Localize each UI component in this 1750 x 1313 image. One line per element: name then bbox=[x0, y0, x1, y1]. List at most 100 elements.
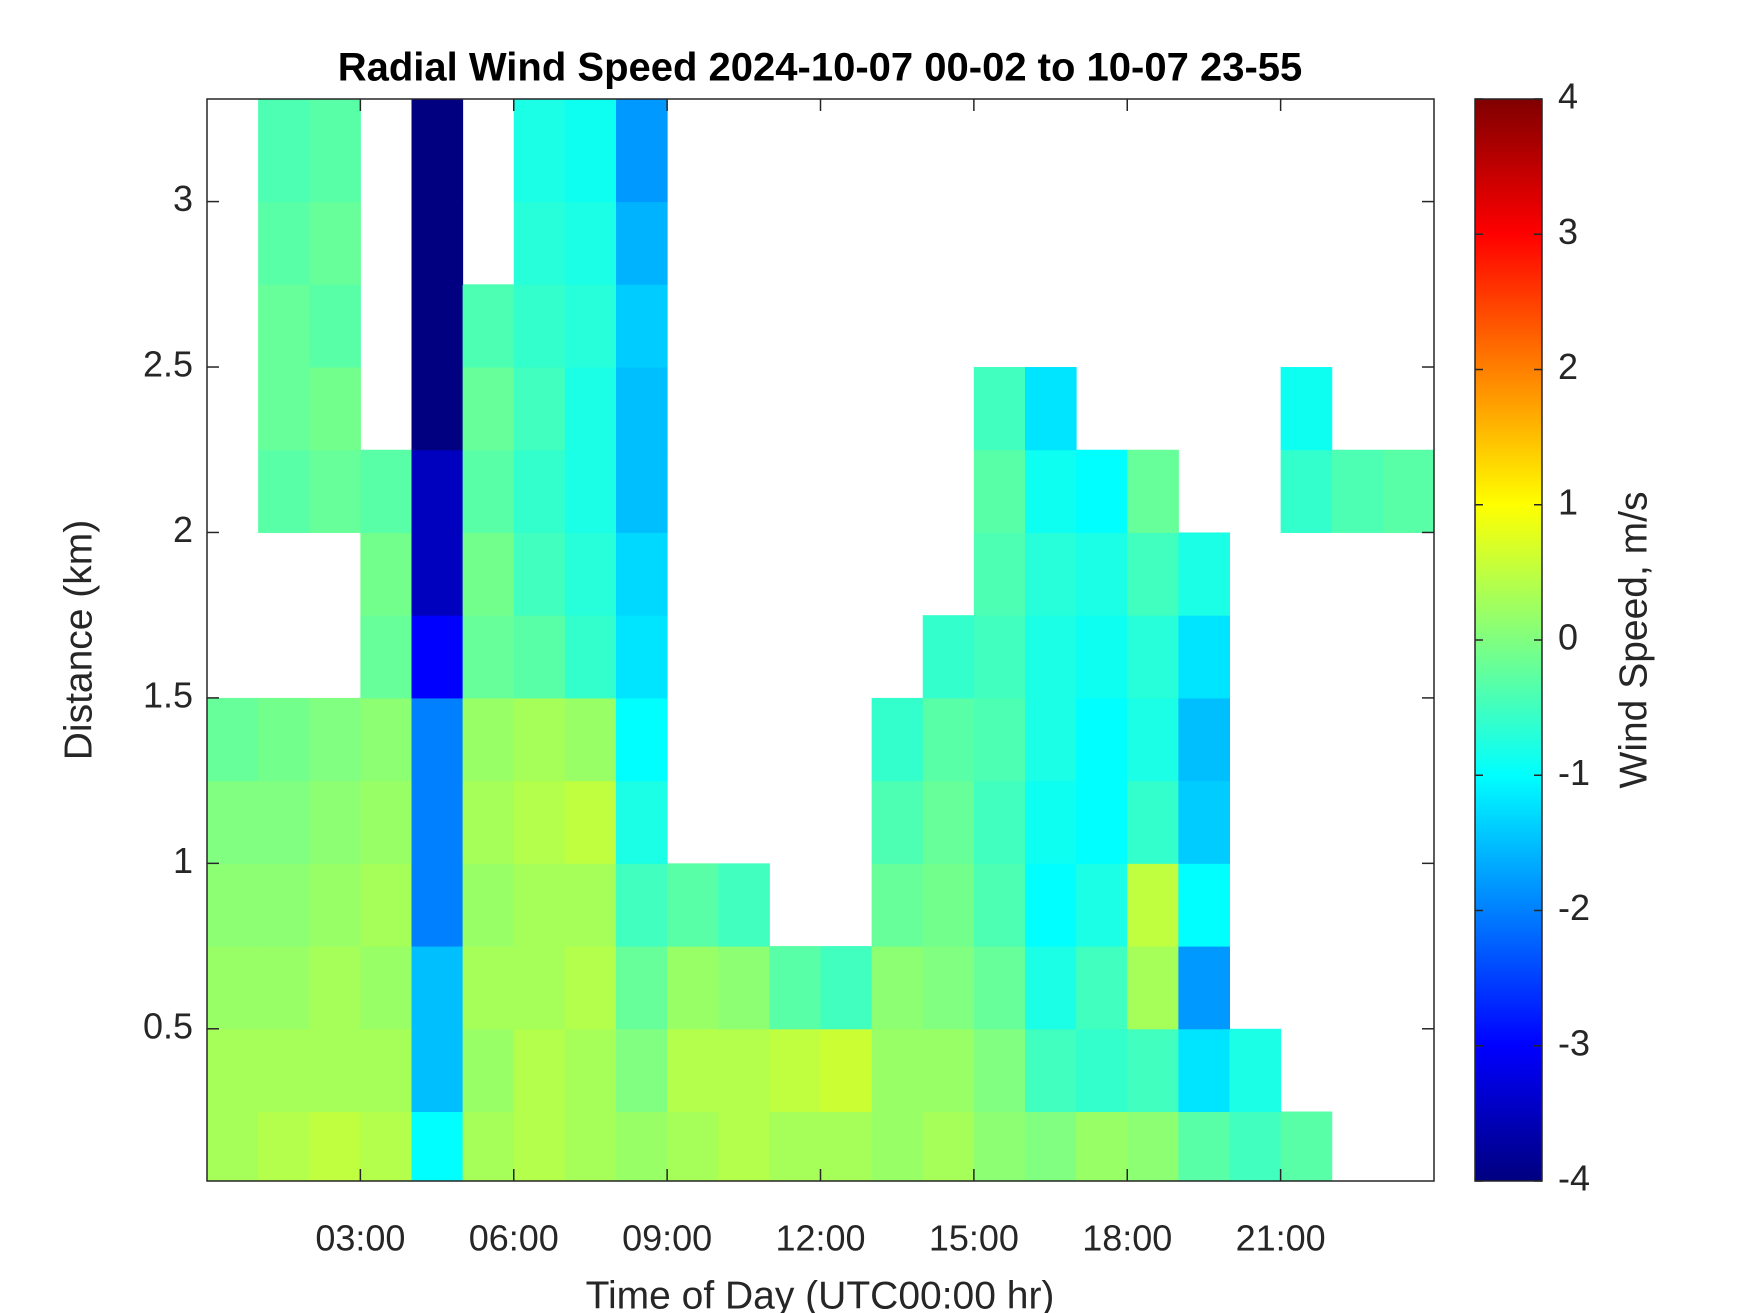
heatmap-cell bbox=[820, 946, 873, 1030]
heatmap-cell bbox=[922, 1028, 975, 1113]
heatmap-cell bbox=[718, 863, 770, 947]
heatmap-cell bbox=[1127, 1111, 1179, 1182]
heatmap-cell bbox=[360, 697, 412, 782]
heatmap-cell bbox=[973, 697, 1026, 782]
heatmap-cell bbox=[616, 449, 668, 533]
heatmap-cell bbox=[1280, 1111, 1333, 1182]
heatmap-cell bbox=[718, 946, 770, 1030]
heatmap-cell bbox=[1025, 1111, 1077, 1182]
heatmap-cell bbox=[564, 99, 617, 203]
heatmap-cell bbox=[360, 780, 412, 864]
heatmap-cell bbox=[564, 1111, 617, 1182]
y-tick-label: 2.5 bbox=[143, 344, 193, 385]
heatmap-cell bbox=[973, 1111, 1026, 1182]
heatmap-cell bbox=[258, 946, 310, 1030]
heatmap-cell bbox=[1127, 863, 1179, 947]
heatmap-cell bbox=[973, 449, 1026, 533]
heatmap-cell bbox=[1076, 780, 1128, 864]
heatmap-cell bbox=[1076, 615, 1128, 699]
y-tick-label: 1 bbox=[173, 840, 193, 881]
heatmap-cell bbox=[1178, 532, 1230, 616]
heatmap-cell bbox=[258, 1111, 310, 1182]
heatmap-cell bbox=[462, 1028, 515, 1113]
heatmap-cell bbox=[411, 284, 464, 368]
heatmap-cell bbox=[1076, 946, 1128, 1030]
heatmap-cell bbox=[1127, 615, 1179, 699]
heatmap-cell bbox=[564, 946, 617, 1030]
colorbar-tick-label: -1 bbox=[1558, 752, 1590, 793]
heatmap-cell bbox=[513, 1028, 566, 1113]
colorbar-tick-label: 0 bbox=[1558, 617, 1578, 658]
heatmap-cell bbox=[207, 697, 259, 782]
heatmap-cell bbox=[616, 532, 668, 616]
heatmap-cell bbox=[1331, 449, 1384, 533]
heatmap-cell bbox=[973, 367, 1026, 451]
heatmap-cell bbox=[360, 532, 412, 616]
heatmap-cell bbox=[973, 1028, 1026, 1113]
heatmap-cell bbox=[258, 863, 310, 947]
heatmap-cell bbox=[411, 1111, 464, 1182]
heatmap-cell bbox=[1280, 449, 1333, 533]
heatmap-cell bbox=[1076, 449, 1128, 533]
heatmap-cells bbox=[207, 99, 1435, 1182]
heatmap-cell bbox=[564, 863, 617, 947]
heatmap-cell bbox=[411, 697, 464, 782]
heatmap-cell bbox=[462, 946, 515, 1030]
heatmap-cell bbox=[462, 367, 515, 451]
heatmap-cell bbox=[258, 99, 310, 203]
x-tick-label: 21:00 bbox=[1236, 1218, 1326, 1259]
y-tick-label: 0.5 bbox=[143, 1005, 193, 1046]
heatmap-cell bbox=[1178, 863, 1230, 947]
heatmap-cell bbox=[616, 615, 668, 699]
heatmap-cell bbox=[922, 780, 975, 864]
heatmap-cell bbox=[309, 863, 361, 947]
heatmap-cell bbox=[616, 99, 668, 203]
heatmap-cell bbox=[462, 1111, 515, 1182]
heatmap-cell bbox=[513, 697, 566, 782]
heatmap-cell bbox=[462, 284, 515, 368]
heatmap-cell bbox=[564, 449, 617, 533]
heatmap-cell bbox=[462, 697, 515, 782]
heatmap-cell bbox=[258, 284, 310, 368]
heatmap-cell bbox=[616, 946, 668, 1030]
heatmap-cell bbox=[667, 863, 719, 947]
heatmap-cell bbox=[564, 1028, 617, 1113]
heatmap-cell bbox=[1076, 1028, 1128, 1113]
heatmap-cell bbox=[973, 615, 1026, 699]
heatmap-cell bbox=[871, 697, 924, 782]
heatmap-cell bbox=[258, 449, 310, 533]
heatmap-cell bbox=[564, 615, 617, 699]
heatmap-cell bbox=[309, 1111, 361, 1182]
heatmap-cell bbox=[616, 367, 668, 451]
heatmap-cell bbox=[360, 946, 412, 1030]
heatmap-cell bbox=[207, 946, 259, 1030]
heatmap-cell bbox=[1229, 1111, 1282, 1182]
colorbar-tick-label: 3 bbox=[1558, 211, 1578, 252]
heatmap-cell bbox=[1025, 863, 1077, 947]
y-tick-label: 1.5 bbox=[143, 674, 193, 715]
heatmap-cell bbox=[513, 449, 566, 533]
heatmap-cell bbox=[616, 201, 668, 285]
heatmap-cell bbox=[1127, 532, 1179, 616]
heatmap-cell bbox=[564, 697, 617, 782]
heatmap-cell bbox=[1025, 697, 1077, 782]
heatmap-cell bbox=[513, 615, 566, 699]
heatmap-cell bbox=[1076, 1111, 1128, 1182]
x-axis-label: Time of Day (UTC00:00 hr) bbox=[586, 1274, 1055, 1313]
heatmap-cell bbox=[564, 284, 617, 368]
heatmap-cell bbox=[411, 99, 464, 203]
heatmap-cell bbox=[1076, 863, 1128, 947]
heatmap-cell bbox=[1127, 1028, 1179, 1113]
heatmap-cell bbox=[513, 284, 566, 368]
heatmap-cell bbox=[1280, 367, 1333, 451]
heatmap-cell bbox=[922, 697, 975, 782]
heatmap-cell bbox=[309, 449, 361, 533]
colorbar bbox=[1474, 98, 1543, 1182]
heatmap-cell bbox=[411, 1028, 464, 1113]
heatmap-cell bbox=[616, 1111, 668, 1182]
heatmap-cell bbox=[1229, 1028, 1282, 1113]
heatmap-cell bbox=[769, 1028, 821, 1113]
heatmap-cell bbox=[616, 697, 668, 782]
heatmap-cell bbox=[411, 615, 464, 699]
